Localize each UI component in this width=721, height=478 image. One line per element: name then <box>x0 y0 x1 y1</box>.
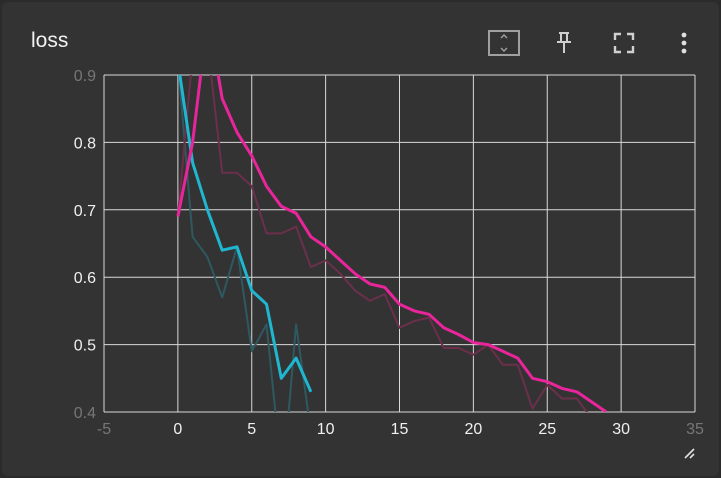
fullscreen-icon[interactable] <box>606 26 642 60</box>
fit-domain-icon[interactable] <box>486 26 522 60</box>
resize-handle-icon[interactable] <box>682 446 696 460</box>
chart-title: loss <box>31 29 69 52</box>
pin-icon[interactable] <box>546 26 582 60</box>
more-vert-icon[interactable] <box>666 26 702 60</box>
